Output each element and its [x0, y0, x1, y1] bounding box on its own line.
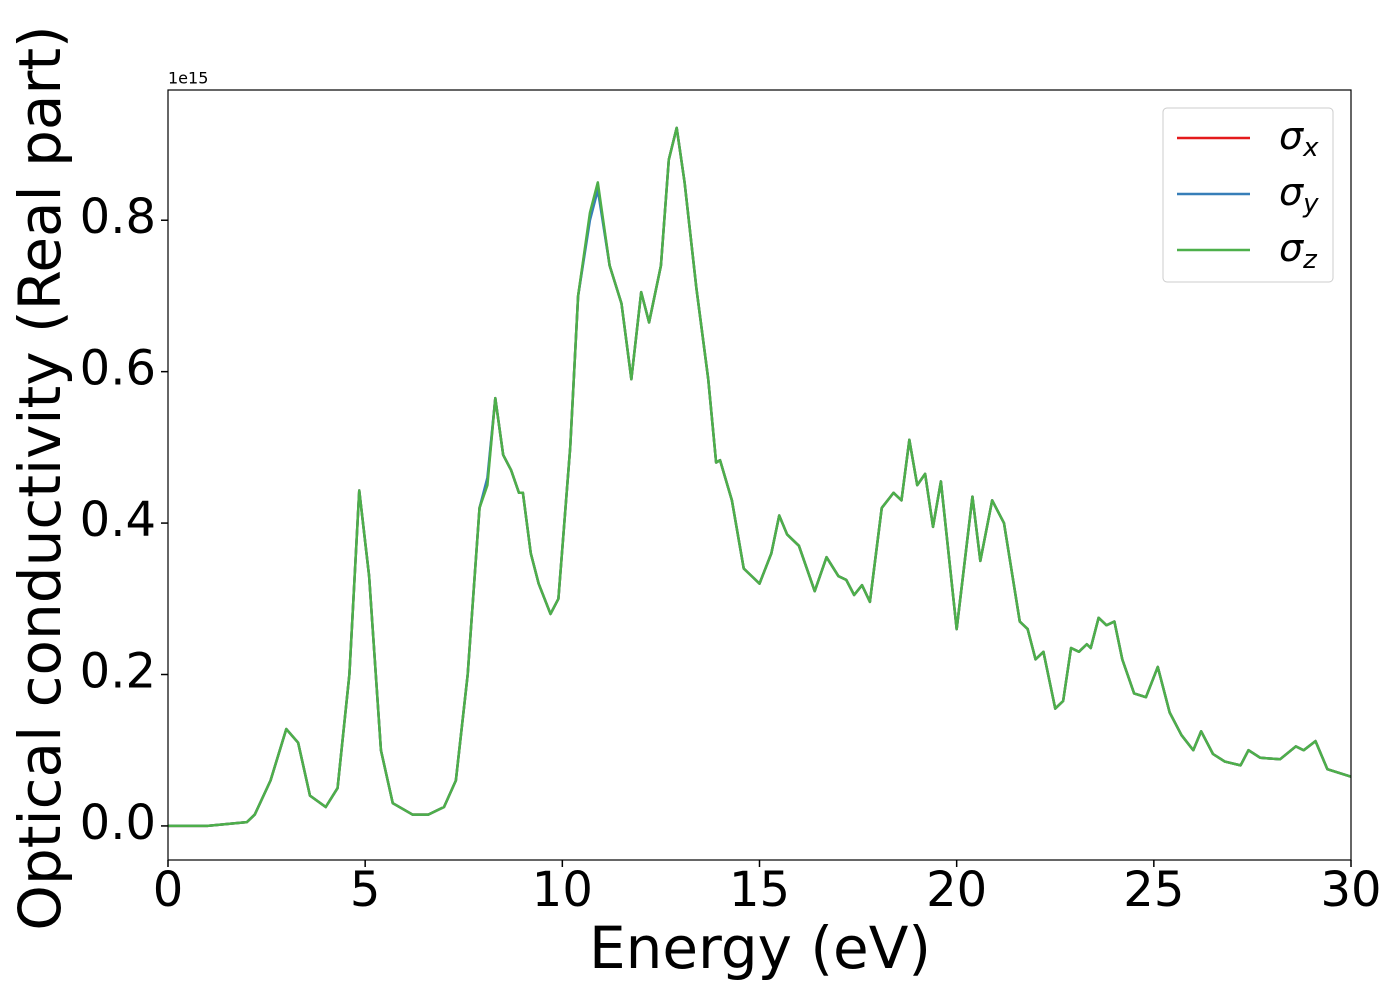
y-axis-label: Optical conductivity (Real part) — [6, 25, 74, 930]
legend-label: σz — [1279, 226, 1318, 275]
legend-label: σy — [1279, 170, 1319, 219]
plot-frame — [167, 89, 1352, 861]
x-tick-label: 5 — [350, 862, 381, 918]
x-axis-label: Energy (eV) — [589, 914, 931, 982]
x-tick-label: 10 — [532, 862, 593, 918]
x-tick-label: 0 — [153, 862, 184, 918]
y-tick-label: 0.6 — [80, 341, 156, 397]
y-tick-label: 0.2 — [80, 644, 156, 700]
x-tick-label: 30 — [1320, 862, 1381, 918]
x-tick-label: 20 — [926, 862, 987, 918]
y-offset-label: 1e15 — [168, 69, 208, 88]
y-tick-label: 0.0 — [80, 795, 156, 851]
series-line — [168, 126, 1352, 828]
x-tick-label: 15 — [729, 862, 790, 918]
x-tick-label: 25 — [1123, 862, 1184, 918]
y-tick-label: 0.8 — [80, 189, 156, 245]
legend-label: σx — [1279, 114, 1319, 163]
y-tick-label: 0.4 — [80, 492, 156, 548]
